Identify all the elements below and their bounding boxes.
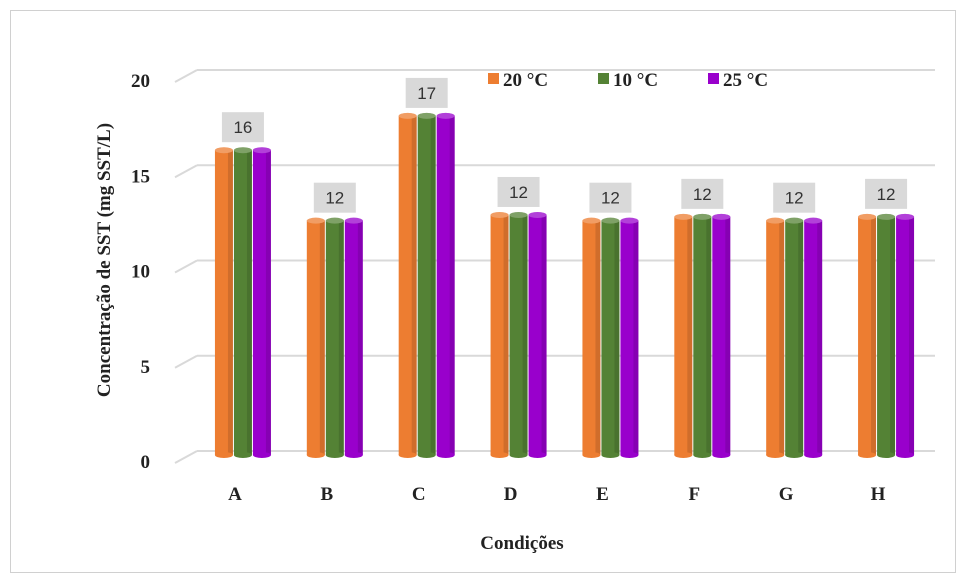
bar xyxy=(877,213,896,458)
svg-text:12: 12 xyxy=(325,189,344,208)
bar xyxy=(582,217,601,458)
data-label: 12 xyxy=(589,182,632,213)
data-label: 12 xyxy=(681,178,724,209)
x-tick-label: G xyxy=(779,484,794,505)
x-tick-label: D xyxy=(504,484,518,505)
bar xyxy=(766,217,785,458)
bar xyxy=(233,147,252,458)
data-labels: 16 12 17 12 12 12 12 12 xyxy=(221,77,908,213)
bar xyxy=(398,112,417,458)
data-label: 12 xyxy=(773,182,816,213)
legend-label: 20 °C xyxy=(503,70,548,91)
data-label: 16 xyxy=(221,112,264,143)
legend: 20 °C 10 °C 25 °C xyxy=(488,70,768,91)
y-axis-ticks: 0 5 10 15 20 xyxy=(131,71,150,473)
legend-label: 25 °C xyxy=(723,70,768,91)
bar xyxy=(674,213,693,458)
svg-text:12: 12 xyxy=(693,185,712,204)
y-tick-label: 10 xyxy=(131,262,150,283)
bar xyxy=(490,211,509,458)
data-label: 12 xyxy=(313,182,356,213)
bar xyxy=(712,213,731,458)
bar xyxy=(306,217,325,458)
x-axis-ticks: A B C D E F G H xyxy=(228,484,886,505)
bar xyxy=(436,112,455,458)
x-tick-label: A xyxy=(228,484,242,505)
legend-swatch xyxy=(488,73,499,84)
bar xyxy=(214,147,233,458)
legend-item: 25 °C xyxy=(708,70,768,91)
legend-label: 10 °C xyxy=(613,70,658,91)
y-axis-title: Concentração de SST (mg SST/L) xyxy=(94,123,115,397)
gridline-depth xyxy=(174,450,198,464)
bar xyxy=(344,217,363,458)
svg-text:16: 16 xyxy=(233,118,252,137)
svg-text:12: 12 xyxy=(785,189,804,208)
y-tick-label: 0 xyxy=(141,452,151,473)
bar xyxy=(528,211,547,458)
bar xyxy=(804,217,823,458)
bar xyxy=(417,112,436,458)
x-tick-label: F xyxy=(689,484,701,505)
svg-text:12: 12 xyxy=(877,185,896,204)
svg-text:12: 12 xyxy=(601,189,620,208)
legend-item: 20 °C xyxy=(488,70,548,91)
bars xyxy=(214,112,915,458)
gridline-depth xyxy=(174,164,198,179)
bar xyxy=(325,217,344,458)
gridline-depth xyxy=(174,354,198,369)
bar xyxy=(858,213,877,458)
svg-text:12: 12 xyxy=(509,183,528,202)
x-tick-label: C xyxy=(412,484,426,505)
y-tick-label: 20 xyxy=(131,71,150,92)
bar xyxy=(896,213,915,458)
legend-item: 10 °C xyxy=(598,70,658,91)
gridline-depth xyxy=(174,69,198,83)
gridline-depth xyxy=(174,259,198,274)
data-label: 12 xyxy=(865,178,908,209)
y-tick-label: 5 xyxy=(141,357,151,378)
legend-swatch xyxy=(708,73,719,84)
data-label: 17 xyxy=(405,77,448,108)
bar xyxy=(785,217,804,458)
y-tick-label: 15 xyxy=(131,166,150,187)
svg-text:17: 17 xyxy=(417,84,436,103)
x-tick-label: H xyxy=(871,484,886,505)
bar xyxy=(252,147,271,458)
bar xyxy=(620,217,639,458)
legend-swatch xyxy=(598,73,609,84)
bar xyxy=(509,211,528,458)
data-label: 12 xyxy=(497,176,540,207)
x-tick-label: E xyxy=(596,484,609,505)
x-axis-title: Condições xyxy=(480,533,563,554)
x-tick-label: B xyxy=(320,484,333,505)
bar xyxy=(601,217,620,458)
bar xyxy=(693,213,712,458)
